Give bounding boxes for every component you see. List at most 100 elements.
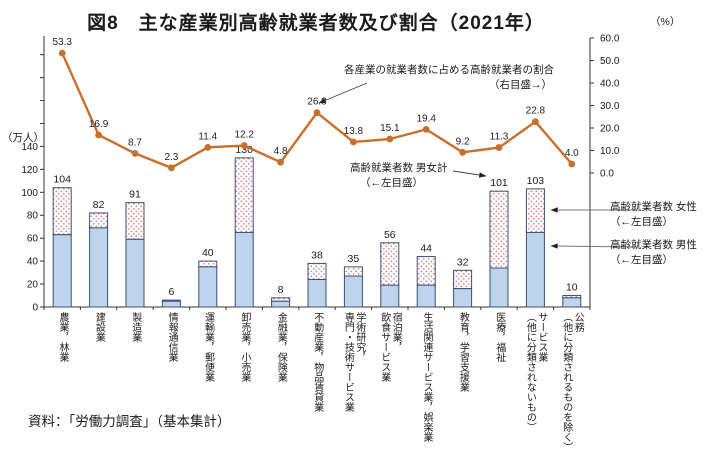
ratio-point — [168, 164, 175, 172]
bar-male-segment — [489, 267, 509, 308]
x-axis-label: 情報通信業 — [166, 312, 178, 362]
right-tick-label: 50.0 — [600, 56, 620, 67]
bar-male-segment — [125, 238, 145, 308]
left-tick-label: 60 — [27, 234, 39, 245]
bar-male-segment — [525, 231, 545, 308]
bar-male-segment — [562, 297, 582, 308]
annotation-ratio-scale: （右目盛→） — [489, 79, 552, 91]
bar-total-label: 101 — [490, 177, 508, 189]
right-tick-label: 60.0 — [600, 34, 620, 45]
bar-male-segment — [307, 278, 327, 308]
right-axis-unit-label: （%） — [650, 16, 681, 28]
right-tick-label: 40.0 — [600, 79, 620, 90]
bar-male-segment — [52, 234, 72, 308]
ratio-point — [532, 118, 539, 126]
x-axis-label: 生活関連サービス業，娯楽業 — [420, 312, 432, 442]
x-axis-label: 建設業 — [93, 312, 105, 342]
ratio-point-label: 53.3 — [52, 37, 72, 48]
bar-female-segment — [343, 266, 363, 277]
ratio-point-label: 26.8 — [307, 97, 327, 108]
bar-male-segment — [89, 227, 109, 308]
bar-female-segment — [271, 297, 291, 302]
bar-male-segment — [380, 284, 400, 308]
ratio-point-label: 4.0 — [565, 148, 579, 159]
ratio-point-label: 11.4 — [198, 131, 217, 142]
bar-total-label: 38 — [311, 249, 323, 261]
ratio-point-label: 9.2 — [456, 136, 470, 147]
x-axis-label: 農業，林業 — [56, 312, 68, 362]
x-axis-label: 製造業 — [129, 312, 141, 342]
ratio-point — [495, 144, 503, 151]
x-axis-label: 運輸業，郵便業 — [202, 312, 214, 382]
left-tick-label: 80 — [27, 211, 39, 222]
ratio-point — [95, 131, 102, 139]
legend-male-label: 高齢就業者数 男性 — [610, 239, 697, 251]
bar-total-label: 6 — [168, 286, 174, 298]
legend-female-label: 高齢就業者数 女性 — [610, 201, 697, 213]
right-tick-label: 0.0 — [600, 169, 614, 180]
ratio-point — [422, 125, 430, 133]
right-tick-label: 30.0 — [600, 101, 620, 112]
ratio-point-label: 22.8 — [526, 106, 546, 117]
ratio-point-label: 4.8 — [274, 146, 288, 157]
ratio-point — [386, 135, 394, 143]
annotation-arrows — [318, 82, 638, 249]
x-axis-label: 教育，学習支援業 — [457, 312, 469, 392]
bar-female-segment — [125, 202, 145, 240]
bar-female-segment — [416, 256, 436, 286]
bar-male-segment — [343, 275, 363, 308]
bar-total-label: 44 — [420, 243, 432, 255]
ratio-point — [58, 49, 66, 57]
bar-female-segment — [52, 187, 72, 236]
ratio-point-label: 16.9 — [89, 119, 109, 130]
bar-male-segment — [416, 284, 436, 308]
annotation-ratio-line: 各産業の就業者数に占める高齢就業者の割合 （右目盛→） — [344, 63, 568, 93]
x-axis-label: 公務 （他に分類されるものを除く） — [560, 312, 584, 452]
bar-total-label: 56 — [384, 229, 396, 241]
bar-total-label: 104 — [53, 174, 71, 186]
ratio-point-label: 11.3 — [490, 132, 509, 143]
ratio-point-label: 2.3 — [164, 152, 178, 163]
bar-total-label: 82 — [93, 199, 105, 211]
legend-female: 高齢就業者数 女性 （←左目盛） — [610, 200, 697, 230]
bar-female-segment — [453, 269, 473, 290]
bar-female-segment — [380, 242, 400, 286]
annotation-total-bar: 高齢就業者数 男女計 （←左目盛） — [350, 161, 447, 191]
bar-total-label: 32 — [457, 256, 469, 268]
bar-female-segment — [525, 188, 545, 233]
ratio-annotation-arrow — [318, 82, 368, 104]
x-axis-label: 金融業，保険業 — [275, 312, 287, 382]
legend-male-arrow — [550, 243, 638, 249]
ratio-point — [240, 142, 248, 149]
left-tick-label: 20 — [27, 280, 39, 291]
chart-title: 図8 主な産業別高齢就業者数及び割合（2021年） — [87, 13, 545, 34]
x-axis-label: 卸売業，小売業 — [238, 312, 250, 382]
bar-total-label: 40 — [202, 247, 214, 259]
x-axis-label: 医療，福祉 — [493, 312, 505, 362]
bar-female-segment — [89, 212, 109, 229]
bar-male-segment — [198, 266, 218, 308]
legend-male-scale: （←左目盛） — [610, 254, 673, 266]
annotation-ratio-text: 各産業の就業者数に占める高齢就業者の割合 — [344, 64, 554, 76]
left-tick-label: 100 — [21, 188, 38, 199]
bar-male-segment — [234, 231, 254, 308]
bar-male-segment — [161, 300, 181, 308]
x-axis-label: 宿泊業， 飲食サービス業 — [378, 312, 402, 382]
bar-total-label: 91 — [129, 189, 141, 201]
x-axis-label: 不動産業，物品賃貸業 — [311, 312, 323, 412]
ratio-point — [277, 158, 284, 166]
ratio-point — [313, 109, 321, 117]
bar-female-segment — [198, 260, 218, 268]
annotation-total-scale: （←左目盛） — [360, 177, 423, 189]
ratio-point-label: 8.7 — [128, 137, 142, 148]
ratio-point-label: 12.2 — [234, 130, 254, 141]
ratio-point-label: 19.4 — [416, 113, 436, 124]
ratio-point — [204, 143, 212, 151]
bar-male-segment — [453, 288, 473, 308]
bar-female-segment — [307, 262, 327, 280]
left-tick-label: 0 — [32, 303, 38, 314]
bar-total-label: 35 — [348, 253, 360, 265]
x-axis-label: サービス業 （他に分類されないもの） — [524, 312, 547, 432]
x-axis-label: 学術研究， 専門・技術サービス業 — [342, 312, 365, 412]
